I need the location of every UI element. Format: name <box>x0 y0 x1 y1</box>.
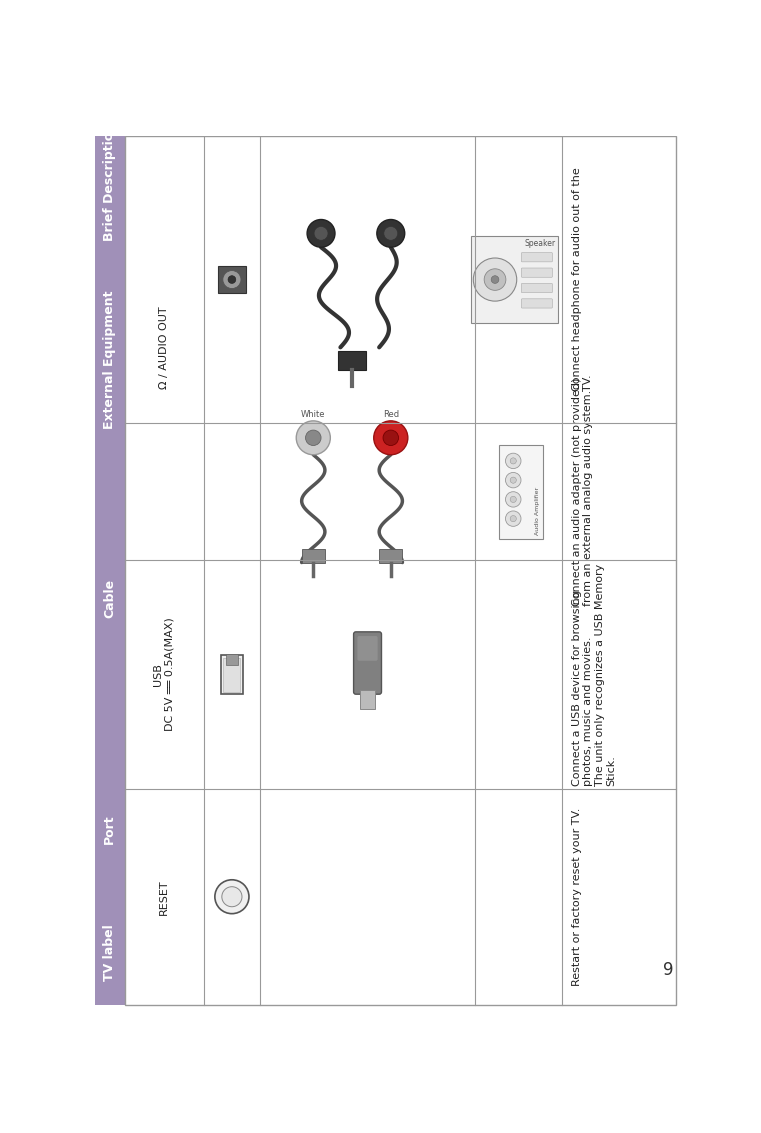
Text: 9: 9 <box>664 961 674 979</box>
FancyBboxPatch shape <box>521 269 552 278</box>
Circle shape <box>473 258 517 301</box>
Circle shape <box>505 492 521 508</box>
Text: TV label: TV label <box>103 923 116 980</box>
Circle shape <box>510 516 516 521</box>
FancyBboxPatch shape <box>498 445 543 538</box>
FancyBboxPatch shape <box>358 636 377 661</box>
Circle shape <box>314 227 328 240</box>
Circle shape <box>374 420 408 454</box>
Circle shape <box>505 453 521 469</box>
Bar <box>360 690 375 709</box>
Circle shape <box>215 880 249 913</box>
FancyBboxPatch shape <box>521 253 552 262</box>
Text: Audio Amplifier: Audio Amplifier <box>535 487 540 535</box>
Bar <box>218 266 246 293</box>
Bar <box>226 654 238 665</box>
Circle shape <box>383 431 399 445</box>
Text: Red: Red <box>383 409 399 418</box>
Circle shape <box>228 275 236 283</box>
Bar <box>338 351 366 370</box>
Text: Restart or factory reset your TV.: Restart or factory reset your TV. <box>572 808 581 986</box>
Circle shape <box>505 472 521 488</box>
Bar <box>379 548 403 563</box>
Circle shape <box>384 227 398 240</box>
Circle shape <box>510 496 516 502</box>
Bar <box>95 136 125 1005</box>
FancyBboxPatch shape <box>521 283 552 292</box>
FancyBboxPatch shape <box>354 632 381 695</box>
Text: Speaker: Speaker <box>524 239 556 248</box>
Bar <box>224 657 240 691</box>
Text: White: White <box>301 409 326 418</box>
Bar <box>301 548 325 563</box>
Text: Ω / AUDIO OUT: Ω / AUDIO OUT <box>159 307 169 390</box>
FancyBboxPatch shape <box>471 237 558 323</box>
Text: USB
DC 5V ══ 0.5A(MAX): USB DC 5V ══ 0.5A(MAX) <box>153 617 175 732</box>
FancyBboxPatch shape <box>521 299 552 308</box>
Text: External Equipment: External Equipment <box>103 290 116 428</box>
Circle shape <box>296 420 330 454</box>
Circle shape <box>307 220 335 247</box>
Text: Cable: Cable <box>103 579 116 617</box>
Circle shape <box>305 431 321 445</box>
Circle shape <box>222 887 242 906</box>
Circle shape <box>484 269 506 290</box>
Circle shape <box>510 458 516 465</box>
Text: Connect headphone for audio out of the
TV.: Connect headphone for audio out of the T… <box>572 168 594 391</box>
Circle shape <box>505 511 521 527</box>
Circle shape <box>223 271 241 289</box>
Circle shape <box>377 220 405 247</box>
Text: Brief Description: Brief Description <box>103 123 116 241</box>
Text: Connect an audio adapter (not provided)
from an external analog audio system.: Connect an audio adapter (not provided) … <box>572 377 594 606</box>
Bar <box>221 655 243 693</box>
Text: Connect a USB device for browsing
photos, music and movies.
The unit only recogn: Connect a USB device for browsing photos… <box>572 563 616 785</box>
Text: Port: Port <box>103 815 116 844</box>
Circle shape <box>510 477 516 484</box>
Text: RESET: RESET <box>159 879 169 914</box>
Circle shape <box>491 275 499 283</box>
